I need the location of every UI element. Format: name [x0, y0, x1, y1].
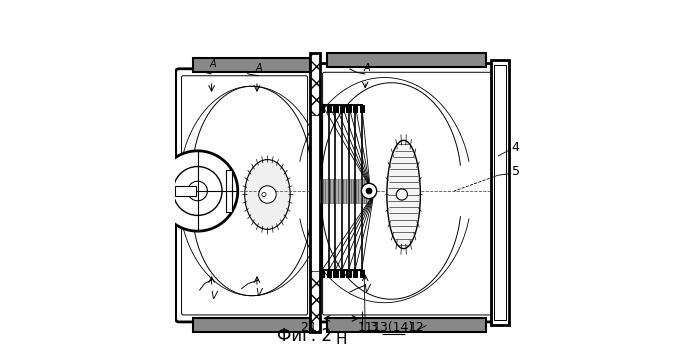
Bar: [347, 270, 351, 277]
Bar: [353, 105, 357, 112]
Bar: [310, 53, 320, 114]
Bar: [320, 179, 368, 203]
Bar: [359, 105, 363, 112]
Text: V: V: [210, 291, 217, 301]
Bar: [310, 53, 320, 332]
Bar: [310, 271, 320, 332]
Bar: [353, 270, 357, 277]
Text: 13(14): 13(14): [373, 321, 414, 334]
Bar: [320, 270, 324, 277]
Bar: [226, 170, 232, 212]
Text: A: A: [363, 63, 370, 73]
Text: 2: 2: [300, 321, 308, 334]
Text: A: A: [210, 59, 217, 69]
Text: H: H: [336, 332, 347, 347]
Bar: [340, 105, 344, 112]
Text: V: V: [363, 284, 370, 294]
FancyBboxPatch shape: [175, 69, 314, 322]
Circle shape: [157, 151, 238, 231]
Text: Фиг. 2: Фиг. 2: [277, 327, 331, 345]
Bar: [333, 270, 338, 277]
Bar: [175, 186, 196, 196]
Text: 1: 1: [308, 321, 316, 334]
Bar: [320, 105, 324, 112]
Bar: [347, 105, 351, 112]
Bar: [327, 319, 486, 332]
Bar: [193, 58, 310, 72]
Circle shape: [262, 193, 266, 196]
Text: A: A: [255, 63, 262, 73]
Bar: [340, 270, 344, 277]
Circle shape: [366, 188, 372, 194]
Circle shape: [259, 186, 276, 203]
Circle shape: [188, 181, 208, 201]
Bar: [326, 270, 331, 277]
Bar: [327, 53, 486, 67]
Bar: [359, 270, 363, 277]
FancyBboxPatch shape: [317, 64, 500, 322]
Circle shape: [396, 189, 408, 200]
Text: V: V: [255, 288, 262, 298]
Circle shape: [361, 183, 377, 199]
Text: 12: 12: [409, 321, 424, 334]
Ellipse shape: [387, 140, 420, 249]
Text: 3: 3: [369, 321, 377, 334]
Text: 5: 5: [512, 165, 520, 178]
Text: 4: 4: [512, 141, 520, 154]
Bar: [326, 105, 331, 112]
Bar: [333, 105, 338, 112]
Ellipse shape: [245, 159, 290, 230]
Bar: [491, 60, 509, 325]
Bar: [193, 319, 310, 332]
Bar: [494, 65, 506, 320]
Circle shape: [173, 166, 222, 215]
Text: 11: 11: [357, 321, 373, 334]
